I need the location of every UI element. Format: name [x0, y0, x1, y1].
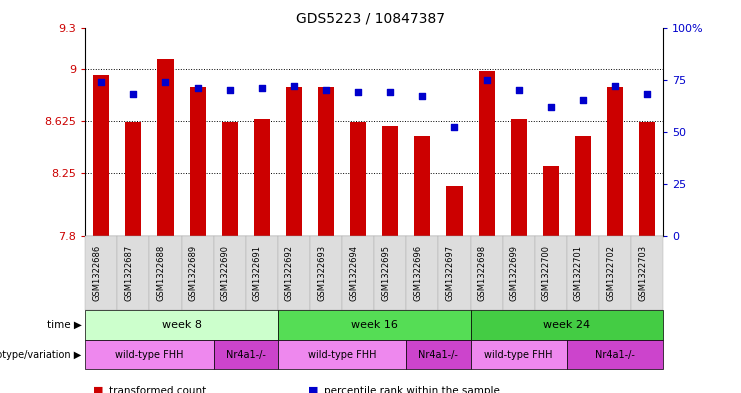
- Text: GSM1322698: GSM1322698: [478, 245, 487, 301]
- Text: GSM1322687: GSM1322687: [124, 245, 133, 301]
- Bar: [511, 119, 527, 236]
- Text: GSM1322692: GSM1322692: [285, 245, 294, 301]
- Point: [320, 87, 332, 93]
- Text: wild-type FHH: wild-type FHH: [308, 350, 376, 360]
- Text: GSM1322694: GSM1322694: [349, 245, 358, 301]
- Bar: [157, 59, 173, 236]
- Text: GSM1322686: GSM1322686: [93, 245, 102, 301]
- Text: wild-type FHH: wild-type FHH: [115, 350, 184, 360]
- Point: [224, 87, 236, 93]
- Bar: [575, 136, 591, 236]
- Bar: [222, 122, 238, 236]
- Bar: [479, 71, 495, 236]
- Text: Nr4a1-/-: Nr4a1-/-: [595, 350, 635, 360]
- Text: GSM1322691: GSM1322691: [253, 245, 262, 301]
- Bar: [607, 87, 623, 236]
- Point: [577, 97, 589, 103]
- Text: time ▶: time ▶: [47, 320, 82, 330]
- Text: ■: ■: [308, 386, 318, 393]
- Point: [96, 79, 107, 85]
- Bar: [542, 166, 559, 236]
- Bar: [318, 87, 334, 236]
- Text: GDS5223 / 10847387: GDS5223 / 10847387: [296, 12, 445, 26]
- Bar: [190, 87, 205, 236]
- Point: [545, 103, 556, 110]
- Text: wild-type FHH: wild-type FHH: [485, 350, 553, 360]
- Bar: [414, 136, 431, 236]
- Point: [159, 79, 171, 85]
- Text: GSM1322697: GSM1322697: [445, 245, 454, 301]
- Point: [513, 87, 525, 93]
- Text: GSM1322695: GSM1322695: [382, 245, 391, 301]
- Text: week 24: week 24: [543, 320, 591, 330]
- Bar: [382, 126, 399, 236]
- Point: [127, 91, 139, 97]
- Point: [192, 85, 204, 91]
- Text: GSM1322688: GSM1322688: [156, 245, 165, 301]
- Text: Nr4a1-/-: Nr4a1-/-: [226, 350, 266, 360]
- Text: week 8: week 8: [162, 320, 202, 330]
- Bar: [286, 87, 302, 236]
- Bar: [125, 122, 142, 236]
- Point: [416, 93, 428, 99]
- Text: GSM1322689: GSM1322689: [189, 245, 198, 301]
- Text: percentile rank within the sample: percentile rank within the sample: [324, 386, 499, 393]
- Bar: [446, 186, 462, 236]
- Bar: [639, 122, 655, 236]
- Point: [385, 89, 396, 95]
- Bar: [93, 75, 110, 236]
- Text: GSM1322696: GSM1322696: [413, 245, 422, 301]
- Text: GSM1322701: GSM1322701: [574, 245, 583, 301]
- Bar: [350, 122, 366, 236]
- Text: week 16: week 16: [350, 320, 398, 330]
- Point: [288, 83, 300, 89]
- Text: GSM1322700: GSM1322700: [542, 245, 551, 301]
- Bar: [253, 119, 270, 236]
- Text: GSM1322699: GSM1322699: [510, 245, 519, 301]
- Text: Nr4a1-/-: Nr4a1-/-: [419, 350, 459, 360]
- Point: [481, 76, 493, 83]
- Point: [352, 89, 364, 95]
- Text: GSM1322693: GSM1322693: [317, 245, 326, 301]
- Point: [256, 85, 268, 91]
- Text: genotype/variation ▶: genotype/variation ▶: [0, 350, 82, 360]
- Text: GSM1322690: GSM1322690: [221, 245, 230, 301]
- Text: transformed count: transformed count: [109, 386, 206, 393]
- Text: GSM1322702: GSM1322702: [606, 245, 615, 301]
- Text: ■: ■: [93, 386, 103, 393]
- Point: [641, 91, 653, 97]
- Text: GSM1322703: GSM1322703: [638, 245, 647, 301]
- Point: [448, 124, 460, 130]
- Point: [609, 83, 621, 89]
